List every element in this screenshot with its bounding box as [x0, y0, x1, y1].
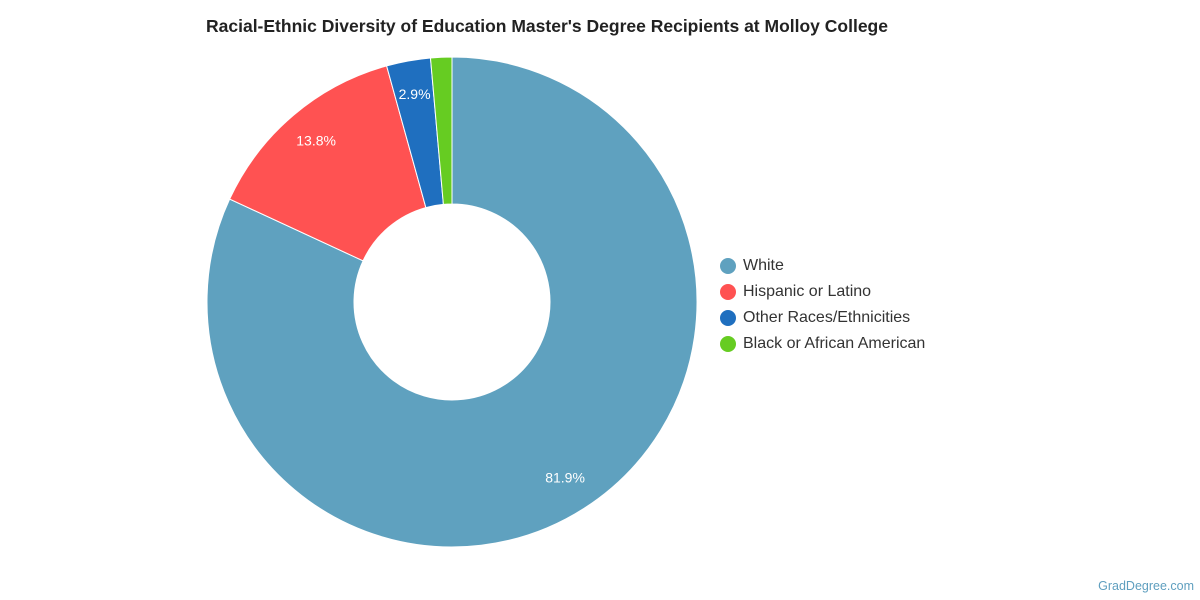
legend-marker-hispanic-or-latino: [720, 284, 736, 300]
slice-label-white: 81.9%: [545, 470, 585, 486]
slice-label-hispanic-or-latino: 13.8%: [296, 133, 336, 149]
donut-slices: [206, 56, 698, 548]
slice-white[interactable]: [206, 56, 698, 548]
credit-link[interactable]: GradDegree.com: [1098, 579, 1194, 593]
slice-black-or-african-american[interactable]: [429, 56, 453, 205]
slice-hispanic-or-latino[interactable]: [229, 65, 427, 262]
legend-marker-other-races-ethnicities: [720, 310, 736, 326]
legend-item-other-races-ethnicities[interactable]: Other Races/Ethnicities: [720, 305, 925, 331]
legend-label-white: White: [743, 257, 784, 274]
donut-slice-labels: 81.9% 13.8% 2.9%: [296, 86, 585, 486]
slice-label-other-races-ethnicities: 2.9%: [399, 86, 431, 102]
legend: White Hispanic or Latino Other Races/Eth…: [720, 253, 925, 357]
legend-label-other-races-ethnicities: Other Races/Ethnicities: [743, 309, 911, 326]
chart-title: Racial-Ethnic Diversity of Education Mas…: [206, 16, 888, 36]
legend-label-black-or-african-american: Black or African American: [743, 335, 926, 352]
legend-item-black-or-african-american[interactable]: Black or African American: [720, 331, 925, 357]
legend-marker-black-or-african-american: [720, 336, 736, 352]
legend-item-white[interactable]: White: [720, 253, 925, 279]
legend-marker-white: [720, 258, 736, 274]
legend-label-hispanic-or-latino: Hispanic or Latino: [743, 283, 872, 300]
legend-item-hispanic-or-latino[interactable]: Hispanic or Latino: [720, 279, 925, 305]
